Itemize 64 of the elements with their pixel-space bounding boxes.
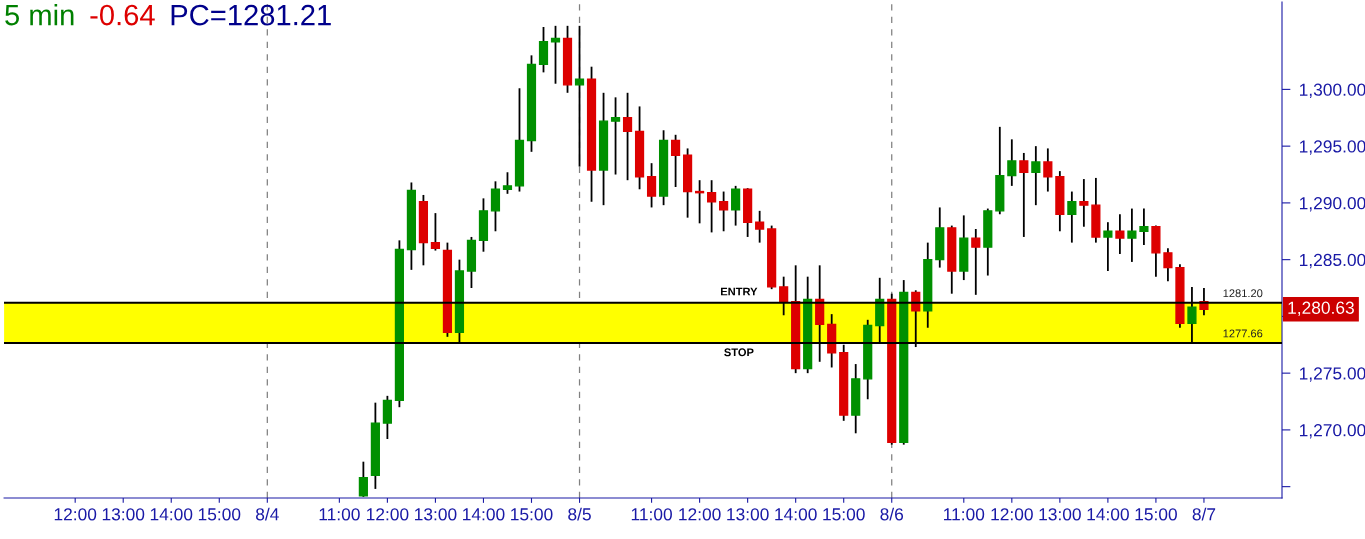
y-tick-label: 1,270.00 [1299, 424, 1365, 439]
x-tick-label: 15:00 [198, 508, 241, 521]
y-tick-label: 1,290.00 [1299, 197, 1365, 212]
x-tick-label: 15:00 [1135, 508, 1177, 521]
x-tick-label: 11:00 [944, 508, 985, 521]
x-tick-label: 12:00 [54, 508, 97, 521]
candlestick [719, 190, 729, 233]
candlestick [622, 91, 633, 182]
x-tick-label: 14:00 [463, 508, 505, 521]
ref-line-label: 1277.66 [1223, 329, 1263, 338]
candlestick [1079, 178, 1089, 228]
candlestick [707, 179, 717, 234]
candlestick [382, 394, 392, 440]
text: 1,280.63 [1288, 301, 1354, 316]
x-tick-label: 12:00 [991, 508, 1033, 521]
candlestick [1067, 190, 1077, 244]
annotation: ENTRY [721, 287, 758, 296]
candlestick [755, 209, 765, 244]
candlestick [1103, 221, 1113, 272]
candlestick [1019, 152, 1029, 238]
x-tick-label: 13:00 [415, 508, 457, 521]
x-tick-label: 15:00 [823, 508, 865, 521]
x-tick-label: 12:00 [367, 508, 409, 521]
annotation: STOP [724, 348, 754, 357]
annotation: -0.64 [90, 4, 155, 26]
candlestick [610, 96, 621, 176]
x-tick-label: 8/7 [1192, 507, 1216, 521]
candlestick [1007, 138, 1017, 187]
x-tick-label: 14:00 [775, 508, 817, 521]
candlestick [1139, 207, 1149, 246]
x-tick-label: 11:00 [319, 508, 360, 521]
x-tick-label: 13:00 [1039, 508, 1081, 521]
candlestick [538, 26, 549, 74]
candlestick [502, 171, 513, 195]
x-tick-label: 14:00 [150, 508, 193, 521]
y-tick-label: 1,295.00 [1299, 140, 1365, 155]
x-tick-label: 13:00 [727, 508, 769, 521]
candlestick [1115, 213, 1125, 255]
candlestick [1031, 145, 1041, 207]
annotation: PC=1281.21 [171, 4, 331, 26]
x-tick-label: 8/5 [568, 507, 591, 521]
x-tick-label: 8/6 [880, 507, 904, 521]
candlestick [646, 162, 657, 209]
x-tick-label: 8/4 [256, 507, 279, 521]
ref-line-label: 1281.20 [1223, 289, 1263, 298]
candlestick [1127, 207, 1137, 263]
candlestick [358, 460, 368, 498]
candlestick [670, 133, 681, 188]
candlestick [430, 212, 441, 252]
x-tick-label: 12:00 [679, 508, 721, 521]
candlestick [731, 184, 741, 227]
candlestick [574, 24, 585, 168]
candlestick [1163, 247, 1173, 283]
y-tick-label: 1,300.00 [1299, 83, 1365, 98]
x-tick-label: 14:00 [1087, 508, 1129, 521]
candlestick [971, 228, 981, 296]
candlestick [490, 180, 501, 233]
y-tick-label: 1,275.00 [1299, 367, 1365, 382]
chart-title: 5 min [5, 4, 74, 26]
x-tick-label: 15:00 [511, 508, 553, 521]
candlestick [1043, 147, 1053, 193]
x-tick-label: 13:00 [102, 508, 145, 521]
x-tick-label: 11:00 [631, 508, 672, 521]
y-tick-label: 1,285.00 [1299, 253, 1365, 269]
